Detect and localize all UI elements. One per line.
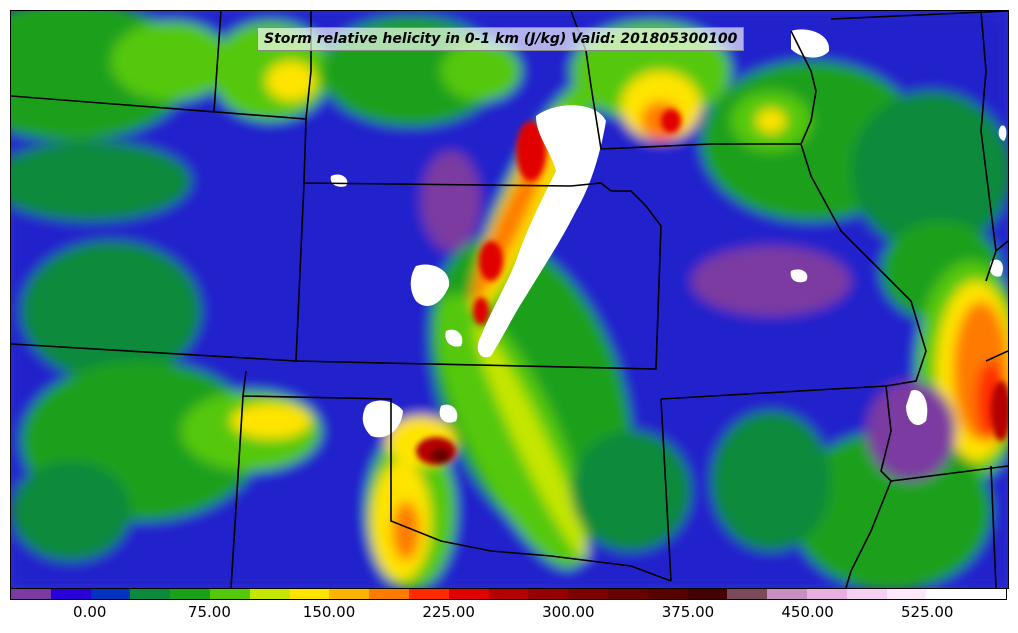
colorbar-swatch <box>926 589 967 599</box>
colorbar-tick-label: 450.00 <box>781 603 834 621</box>
colorbar-tick-label: 75.00 <box>187 603 231 621</box>
colorbar-swatch <box>90 589 131 599</box>
colorbar-swatch <box>568 589 608 599</box>
colorbar-tick-label: 375.00 <box>661 603 715 621</box>
colorbar-swatch <box>369 589 409 599</box>
helicity-field <box>11 11 1008 588</box>
colorbar-swatch <box>966 589 1006 599</box>
state-boundaries <box>11 11 1008 588</box>
colorbar-swatch <box>687 589 728 599</box>
colorbar-swatch <box>846 589 887 599</box>
colorbar <box>10 588 1007 600</box>
colorbar-swatch <box>170 589 210 599</box>
colorbar-swatch <box>647 589 688 599</box>
map-title: Storm relative helicity in 0-1 km (J/kg)… <box>257 27 745 51</box>
colorbar-swatch <box>806 589 847 599</box>
colorbar-swatch <box>209 589 250 599</box>
colorbar-tick-label: 525.00 <box>900 603 954 621</box>
colorbar-swatch <box>50 589 91 599</box>
colorbar-swatch <box>607 589 648 599</box>
colorbar-tick-label: 0.00 <box>73 603 107 621</box>
colorbar-tick-label: 300.00 <box>542 603 595 621</box>
colorbar-swatch <box>767 589 807 599</box>
colorbar-swatch <box>408 589 449 599</box>
colorbar-swatch <box>727 589 768 599</box>
colorbar-swatch <box>11 589 51 599</box>
colorbar-tick-label: 225.00 <box>422 603 475 621</box>
colorbar-swatch <box>886 589 927 599</box>
colorbar-tick-label: 150.00 <box>302 603 356 621</box>
helicity-highs <box>416 109 1008 465</box>
map-canvas <box>11 11 1008 588</box>
colorbar-swatch <box>289 589 330 599</box>
colorbar-swatch <box>249 589 290 599</box>
colorbar-swatch <box>329 589 370 599</box>
colorbar-swatch <box>448 589 489 599</box>
helicity-map: Storm relative helicity in 0-1 km (J/kg)… <box>10 10 1009 589</box>
colorbar-swatch <box>528 589 569 599</box>
colorbar-swatch <box>488 589 529 599</box>
colorbar-swatch <box>130 589 171 599</box>
colorbar-labels: 0.00 75.00 150.00 225.00 300.00 375.00 450.00 5… <box>10 603 1007 623</box>
